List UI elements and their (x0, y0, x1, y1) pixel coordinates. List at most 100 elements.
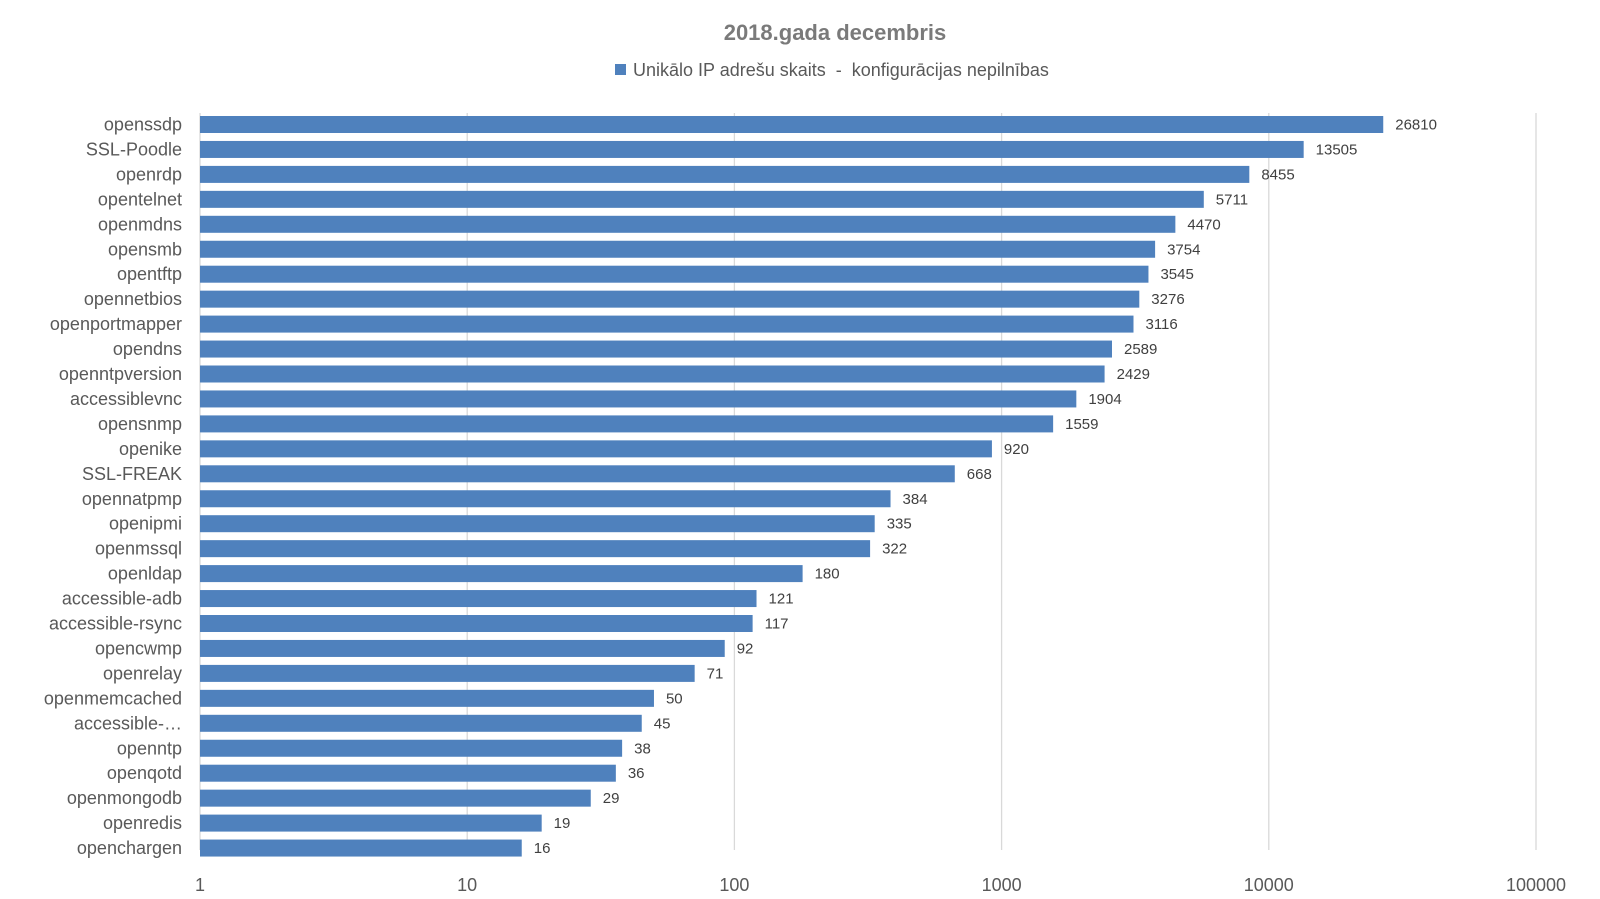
x-tick-label: 100000 (1506, 875, 1566, 895)
category-label: openmongodb (67, 788, 182, 808)
category-label: openntpversion (59, 364, 182, 384)
legend-swatch (615, 64, 626, 75)
x-tick-label: 100 (719, 875, 749, 895)
bar (200, 340, 1112, 358)
category-label: openike (119, 439, 182, 459)
category-label: openssdp (104, 115, 182, 135)
chart-title: 2018.gada decembris (724, 20, 947, 45)
data-label: 38 (634, 740, 651, 757)
data-label: 180 (815, 566, 840, 583)
category-label: openipmi (109, 514, 182, 534)
bar (200, 689, 654, 707)
bar (200, 839, 522, 857)
data-labels: 26810 13505 8455 5711 4470 3754 3545 3276 3116 25… (534, 117, 1437, 858)
category-label: accessible-… (74, 713, 182, 733)
category-label: opentftp (117, 264, 182, 284)
bar (200, 415, 1054, 433)
category-label: SSL-FREAK (82, 464, 182, 484)
category-label: openportmapper (50, 314, 182, 334)
category-label: openqotd (107, 763, 182, 783)
category-label: openchargen (77, 838, 182, 858)
data-label: 2429 (1117, 366, 1150, 383)
bar (200, 315, 1134, 333)
bar (200, 465, 955, 483)
category-label: opencwmp (95, 638, 182, 658)
category-label: openntp (117, 738, 182, 758)
data-label: 16 (534, 840, 551, 857)
bar (200, 265, 1149, 283)
bar (200, 240, 1156, 258)
data-label: 13505 (1316, 141, 1358, 158)
data-label: 19 (554, 815, 571, 832)
data-label: 2589 (1124, 341, 1157, 358)
bar (200, 390, 1077, 408)
bar (200, 590, 757, 608)
data-label: 920 (1004, 441, 1029, 458)
bars (200, 116, 1384, 857)
bar (200, 515, 875, 533)
category-label: openldap (108, 564, 182, 584)
x-tick-label: 1000 (982, 875, 1022, 895)
category-label: openmssql (95, 539, 182, 559)
bar (200, 365, 1105, 383)
data-label: 121 (769, 591, 794, 608)
data-label: 3545 (1160, 266, 1193, 283)
category-label: openmdns (98, 214, 182, 234)
data-label: 29 (603, 790, 620, 807)
bar (200, 789, 591, 807)
data-label: 50 (666, 690, 683, 707)
category-label: opentelnet (98, 189, 182, 209)
data-label: 335 (887, 516, 912, 533)
x-tick-label: 10000 (1244, 875, 1294, 895)
category-label: opendns (113, 339, 182, 359)
bar (200, 739, 623, 757)
category-label: accessiblevnc (70, 389, 182, 409)
category-labels: openssdp SSL-Poodle openrdp opentelnet openm… (44, 115, 182, 859)
data-label: 4470 (1187, 216, 1220, 233)
bar (200, 714, 642, 732)
data-label: 26810 (1395, 117, 1437, 134)
bar (200, 764, 616, 782)
data-label: 117 (765, 616, 789, 633)
data-label: 3276 (1151, 291, 1184, 308)
x-axis-tick-labels: 1 10 100 1000 10000 100000 (195, 875, 1566, 895)
data-label: 3116 (1145, 316, 1177, 333)
data-label: 71 (707, 665, 724, 682)
category-label: openrelay (103, 663, 182, 683)
bar (200, 165, 1250, 183)
category-label: openredis (103, 813, 182, 833)
bar (200, 540, 871, 558)
bar (200, 490, 891, 508)
bar (200, 664, 695, 682)
data-label: 36 (628, 765, 645, 782)
category-label: opennetbios (84, 289, 182, 309)
bar (200, 440, 992, 458)
bar (200, 140, 1304, 158)
category-label: accessible-rsync (49, 614, 182, 634)
category-label: openrdp (116, 164, 182, 184)
bar (200, 190, 1204, 208)
x-tick-label: 1 (195, 875, 205, 895)
data-label: 668 (967, 466, 992, 483)
data-label: 1559 (1065, 416, 1098, 433)
data-label: 92 (737, 640, 754, 657)
category-label: opensnmp (98, 414, 182, 434)
data-label: 1904 (1088, 391, 1121, 408)
data-label: 3754 (1167, 241, 1200, 258)
legend-label: Unikālo IP adrešu skaits - konfigurācija… (633, 60, 1049, 80)
category-label: SSL-Poodle (86, 139, 182, 159)
data-label: 384 (903, 491, 928, 508)
bar (200, 116, 1384, 133)
category-label: opensmb (108, 239, 182, 259)
category-label: accessible-adb (62, 589, 182, 609)
bar (200, 615, 753, 632)
bar (200, 290, 1140, 308)
category-label: openmemcached (44, 688, 182, 708)
bar (200, 639, 725, 657)
data-label: 322 (882, 541, 907, 558)
data-label: 5711 (1216, 191, 1248, 208)
bar (200, 215, 1176, 233)
data-label: 45 (654, 715, 671, 732)
